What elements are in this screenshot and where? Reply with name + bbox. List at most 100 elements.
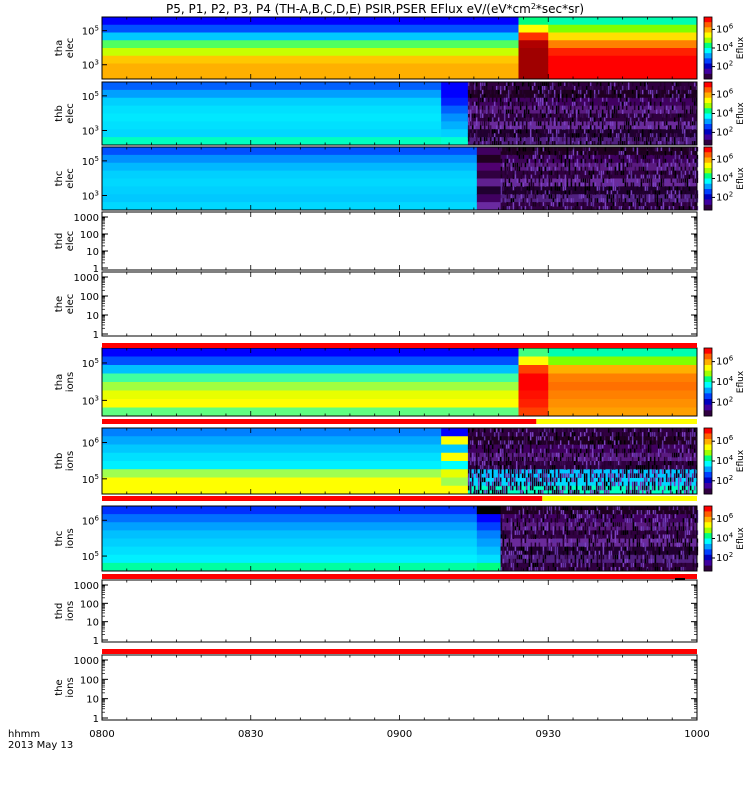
noise-cell (477, 489, 480, 495)
noise-cell (504, 162, 507, 168)
noise-cell (640, 174, 643, 179)
y-tick-label: 105 (82, 155, 99, 168)
noise-cell (583, 473, 586, 478)
noise-cell (571, 117, 574, 122)
noise-cell (521, 489, 524, 495)
noise-cell (509, 109, 512, 114)
noise-cell (563, 473, 566, 478)
noise-cell (624, 550, 627, 556)
noise-cell (500, 182, 503, 187)
noise-cell (519, 469, 522, 474)
noise-cell (483, 105, 486, 111)
spectrogram-tha-ions (102, 348, 698, 417)
noise-cell (602, 178, 605, 183)
noise-cell (574, 154, 577, 160)
noise-cell (678, 510, 681, 515)
noise-cell (569, 121, 572, 126)
noise-cell (542, 202, 545, 207)
noise-cell (597, 452, 600, 458)
noise-cell (635, 89, 638, 95)
noise-cell (529, 137, 532, 142)
noise-cell (610, 550, 613, 556)
noise-cell (685, 456, 688, 462)
noise-cell (644, 510, 647, 515)
noise-cell (664, 206, 667, 211)
noise-cell (580, 206, 583, 211)
noise-cell (607, 485, 610, 491)
noise-cell (653, 473, 656, 478)
noise-cell (513, 456, 516, 462)
noise-cell (554, 194, 557, 199)
noise-cell (580, 526, 583, 531)
noise-cell (536, 154, 539, 160)
noise-cell (672, 542, 675, 548)
noise-cell (580, 562, 583, 568)
noise-cell (552, 154, 555, 160)
noise-cell (511, 133, 514, 138)
noise-cell (481, 89, 484, 95)
noise-cell (525, 109, 528, 114)
noise-cell (509, 465, 512, 470)
noise-cell (586, 546, 589, 552)
noise-cell (614, 150, 617, 156)
colorbar-step (704, 477, 712, 484)
noise-cell (598, 170, 601, 176)
noise-cell (493, 428, 496, 433)
noise-cell (656, 526, 659, 531)
noise-cell (588, 514, 591, 519)
noise-cell (505, 93, 508, 99)
noise-cell (638, 202, 641, 207)
noise-cell (583, 129, 586, 134)
noise-cell (637, 485, 640, 491)
noise-cell (539, 473, 542, 478)
noise-cell (475, 113, 478, 118)
noise-cell (658, 542, 661, 548)
noise-cell (674, 506, 677, 511)
noise-cell (513, 121, 516, 126)
noise-cell (578, 542, 581, 548)
noise-cell (680, 166, 683, 172)
colorbar-step (704, 387, 712, 394)
noise-cell (637, 489, 640, 495)
noise-cell (560, 190, 563, 195)
noise-cell (609, 82, 612, 87)
noise-cell (537, 85, 540, 91)
noise-cell (508, 194, 511, 199)
noise-cell (531, 456, 534, 462)
noise-cell (500, 522, 503, 527)
noise-cell (477, 93, 480, 99)
noise-cell (597, 121, 600, 126)
noise-cell (601, 444, 604, 450)
noise-cell (544, 190, 547, 195)
noise-cell (636, 530, 639, 535)
noise-cell (556, 546, 559, 552)
noise-cell (586, 186, 589, 191)
spec-cell (548, 373, 698, 383)
noise-cell (587, 129, 590, 134)
noise-cell (545, 461, 548, 466)
noise-cell (546, 550, 549, 556)
noise-cell (511, 485, 514, 491)
noise-cell (533, 489, 536, 495)
noise-cell (535, 105, 538, 111)
colorbar-step (704, 27, 712, 33)
noise-cell (652, 562, 655, 568)
noise-cell (569, 93, 572, 99)
noise-cell (557, 444, 560, 450)
noise-cell (619, 133, 622, 138)
noise-cell (528, 554, 531, 560)
noise-cell (680, 158, 683, 164)
noise-cell (645, 448, 648, 454)
noise-cell (614, 558, 617, 564)
spec-cell (518, 40, 549, 49)
noise-cell (668, 194, 671, 199)
colorbar-step (704, 124, 712, 130)
noise-cell (606, 170, 609, 176)
noise-cell (518, 202, 521, 207)
noise-cell (612, 510, 615, 515)
noise-cell (568, 170, 571, 176)
noise-cell (628, 154, 631, 160)
noise-cell (618, 166, 621, 172)
noise-cell (624, 178, 627, 183)
noise-cell (601, 456, 604, 462)
